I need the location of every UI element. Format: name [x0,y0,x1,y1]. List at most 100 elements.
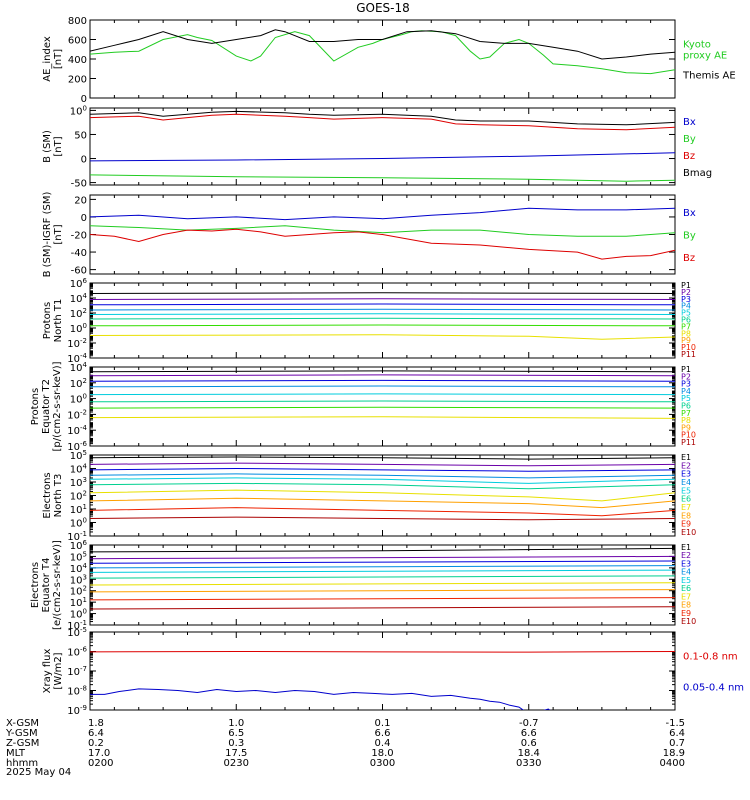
ephemeris-value: 6.4 [669,728,685,739]
ephemeris-row-label: MLT [6,748,26,759]
y-axis-label-line: Equator T2 [41,379,52,434]
series-line-p5 [90,393,675,396]
series-line-p3 [90,303,675,306]
legend-entry: By [683,231,696,242]
series-line-e7 [90,582,675,586]
legend-entry: E5 [681,486,691,495]
y-tick-label: 100 [70,393,87,406]
ephemeris-value: 0230 [224,758,249,769]
legend-entry: P4 [681,387,691,396]
legend-entry: P4 [681,302,691,311]
series-line-p4 [90,308,675,311]
ephemeris-value: 18.0 [371,748,393,759]
ephemeris-value: 6.4 [88,728,104,739]
series-line-kyoto-proxy-ae [90,30,675,75]
series-line-0-05-0-4-nm [90,688,551,710]
legend-entry: E7 [681,503,691,512]
legend-entry: E2 [681,461,691,470]
y-axis-label: B (SM)-IGRF (SM)[nT] [42,192,64,278]
series-line-e8 [90,589,675,593]
series-line-e1 [90,547,675,553]
ephemeris-value: 0.4 [375,738,391,749]
series-line-p8 [90,416,675,419]
legend-entry: E3 [681,559,691,568]
ephemeris-value: 0200 [88,758,113,769]
y-tick-label: 600 [68,36,87,47]
y-tick-label: 100 [70,517,87,530]
y-tick-label: 103 [70,573,87,586]
legend-entry: E9 [681,609,691,618]
y-tick-label: -60 [71,266,87,277]
y-tick-label: 102 [70,377,87,390]
legend-entry: E10 [681,528,696,537]
legend-entry: P3 [681,380,691,389]
series-line-e3 [90,467,675,472]
legend-entry: P6 [681,316,691,325]
ephemeris-value: -1.5 [665,718,685,729]
series-line-0-1-0-8-nm [90,650,675,653]
y-axis-label: ElectronsEquator T4[e/(cm2-s-sr-keV)] [30,540,63,630]
legend-entry: E1 [681,453,691,462]
legend-entry: P5 [681,309,691,318]
panel-pt2: 10-6 10-4 10-2 100 102 104 ProtonsEquator T2[p… [30,361,696,453]
y-tick-label: 102 [70,585,87,598]
y-axis-label-line: North T3 [53,474,64,518]
plot-title: GOES-18 [356,1,410,15]
y-axis-label-line: Electrons [42,472,53,518]
legend-entry: E5 [681,576,691,585]
y-tick-label: 105 [70,550,87,563]
legend-entry: P2 [681,288,691,297]
series-line-p1 [90,370,675,373]
y-tick-label: 106 [70,277,88,290]
panel-bsm: -50 0 50 100 B (SM)[nT] Bx By Bz Bmag [42,104,712,189]
ephemeris-value: -0.7 [519,718,539,729]
ephemeris-value: 17.5 [225,748,247,759]
series-line-bz [90,113,675,131]
series-line-p4 [90,385,675,388]
ephemeris-row-label: Y-GSM [5,728,38,739]
y-tick-label: 104 [70,292,88,305]
y-tick-label: 105 [70,449,87,462]
legend-entry: E4 [681,568,691,577]
legend-entry: P7 [681,322,691,331]
panel-frame [89,366,676,447]
y-tick-label: 0 [81,155,87,166]
legend-entry: P10 [681,431,696,440]
y-tick-label: 101 [70,503,87,516]
legend-entry: P1 [681,365,691,374]
legend-entry: P1 [681,281,691,290]
date-label: 2025 May 04 [6,767,71,778]
y-tick-label: 10-1 [67,619,87,632]
series-line-e6 [90,482,675,490]
series-line-e8 [90,497,675,509]
series-line-e2 [90,462,675,467]
ephemeris-value: 0.2 [88,738,104,749]
y-tick-label: 400 [68,55,87,66]
y-tick-label: 10-2 [67,337,87,350]
y-tick-label: 106 [70,539,88,552]
y-tick-label: 102 [70,490,87,503]
y-axis-label-line: [nT] [53,136,64,156]
y-tick-label: 0 [81,213,87,224]
y-axis-label: ProtonsNorth T1 [42,299,64,343]
series-line-e2 [90,555,675,560]
series-line-p2 [90,374,675,377]
legend-entry: P8 [681,416,691,425]
y-axis-label: ProtonsEquator T2[p/(cm2-s-sr-keV)] [30,361,63,451]
series-line-e6 [90,575,675,579]
legend-entry: Bx [683,208,696,219]
y-axis-label-line: [e/(cm2-s-sr-keV)] [52,540,63,630]
legend-entry: P2 [681,372,691,381]
legend-entry: P9 [681,423,691,432]
y-tick-label: 10-8 [67,685,87,698]
ephemeris-table: X-GSM 1.8 1.0 0.1 -0.7 -1.5 Y-GSM 6.4 6.5 6.6 6.6 6… [5,718,685,769]
y-tick-label: 20 [74,195,87,206]
ephemeris-value: 18.9 [663,748,685,759]
legend-entry: Bz [683,253,695,264]
ephemeris-value: 0.3 [228,738,244,749]
series-line-e9 [90,597,675,601]
legend-entry: E7 [681,592,691,601]
legend-entry: By [683,134,696,145]
